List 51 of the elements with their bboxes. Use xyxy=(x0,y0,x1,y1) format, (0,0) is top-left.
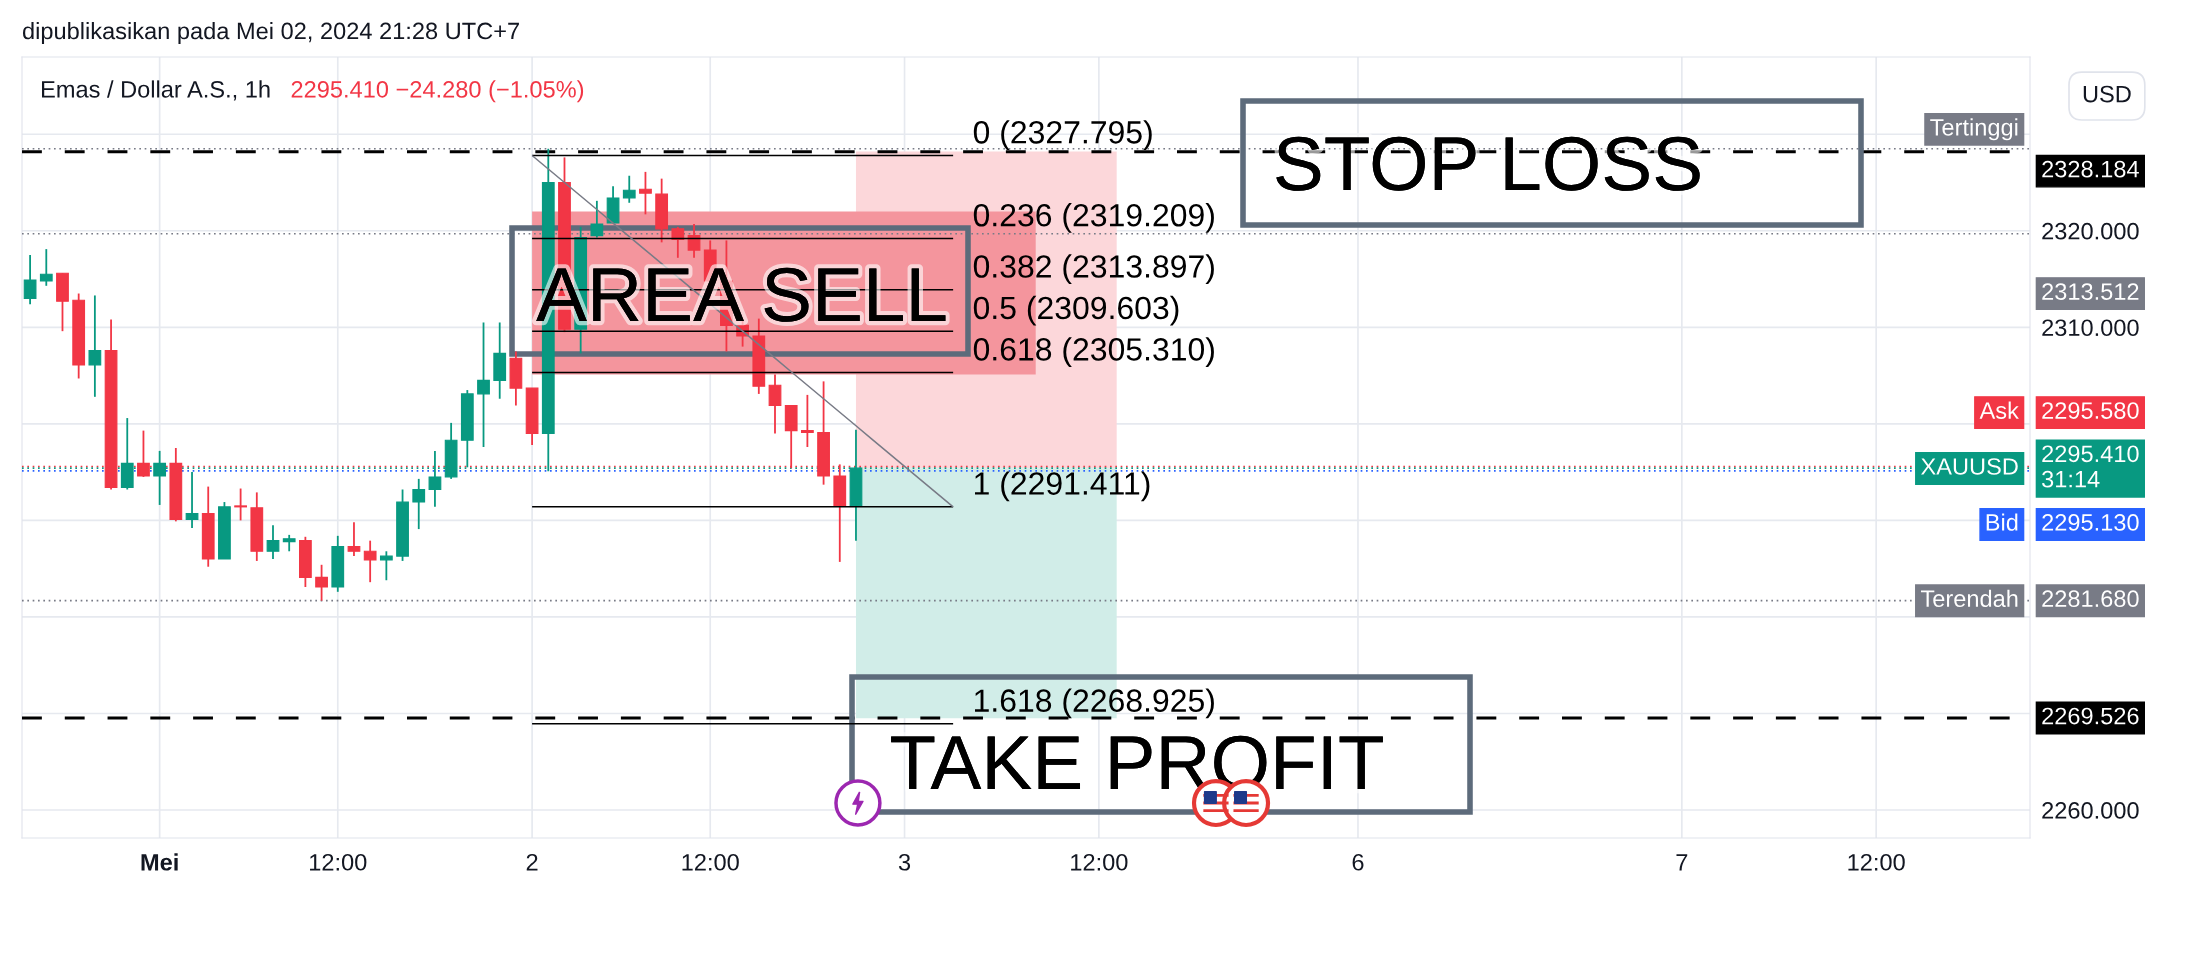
text: 2313.512 xyxy=(2042,283,2139,300)
series-label: 0 (2327.795) xyxy=(973,120,1152,150)
series-label: 1 (2291.411) xyxy=(975,471,1150,502)
candlestick xyxy=(39,248,53,287)
candlestick xyxy=(622,174,636,204)
candlestick xyxy=(88,294,102,398)
series-label: 0.236 (2319.209) xyxy=(973,203,1214,233)
candlestick xyxy=(477,321,490,448)
candlestick xyxy=(412,477,426,530)
candlestick xyxy=(23,253,37,306)
candlestick xyxy=(363,539,377,584)
candlestick xyxy=(234,487,247,522)
ref-line-label: Tertinggi xyxy=(1930,118,2018,141)
ref-line-label: 2269.526 xyxy=(2042,707,2139,725)
candlestick xyxy=(687,223,701,259)
x-tick-label: 7 xyxy=(1676,854,1688,871)
text: 2295.410 −24.280 (−1.05%) xyxy=(291,80,584,103)
ref-line-label: XAUUSD 2295.410 31:14 xyxy=(1921,445,2139,488)
candlestick xyxy=(639,170,652,216)
series-label: 0.382 (2313.897) xyxy=(973,254,1214,285)
series-label: 0.618 (2305.310) xyxy=(973,337,1214,368)
text: dipublikasikan pada Mei 02, 2024 21:28 UTC+7 xyxy=(22,22,519,44)
x-tick-label: 12:00 xyxy=(1848,853,1905,871)
ref-line-label: 2328.184 xyxy=(2042,160,2139,178)
candlestick xyxy=(266,524,280,560)
y-axis-title: USD xyxy=(2083,85,2131,103)
y-tick-label: 2320.000 xyxy=(2042,222,2139,240)
x-tick-label: 12:00 xyxy=(310,853,367,871)
ref-line-label: Terendah 2281.680 xyxy=(1920,589,2139,608)
x-tick-label: 12:00 xyxy=(682,853,739,871)
y-tick-label: 2260.000 xyxy=(2042,802,2139,819)
series-label: 0.5 (2309.603) xyxy=(973,295,1179,326)
candlestick xyxy=(315,563,328,602)
x-tick-label: Mei xyxy=(141,853,178,871)
series-label: 1.618 (2268.925) xyxy=(975,688,1214,719)
candlestick xyxy=(768,373,782,435)
ref-line-label: Bid 2295.130 xyxy=(1986,513,2139,531)
y-tick-label: 2310.000 xyxy=(2042,319,2139,337)
ref-line-label: Ask 2295.580 xyxy=(1979,401,2139,419)
annotation: STOP LOSS xyxy=(1276,136,1700,191)
x-tick-label: 12:00 xyxy=(1071,853,1128,871)
candlestick xyxy=(379,550,393,582)
candlestick xyxy=(590,199,604,239)
x-tick-label: 2 xyxy=(526,853,538,871)
text: Emas / Dollar A.S., 1h xyxy=(42,80,270,101)
candlestick xyxy=(185,471,199,530)
candlestick xyxy=(347,521,361,558)
x-tick-label: 3 xyxy=(898,853,911,871)
annotation: TAKE PROFIT xyxy=(891,735,1383,790)
x-tick-label: 6 xyxy=(1352,853,1364,871)
candlestick xyxy=(801,393,814,448)
